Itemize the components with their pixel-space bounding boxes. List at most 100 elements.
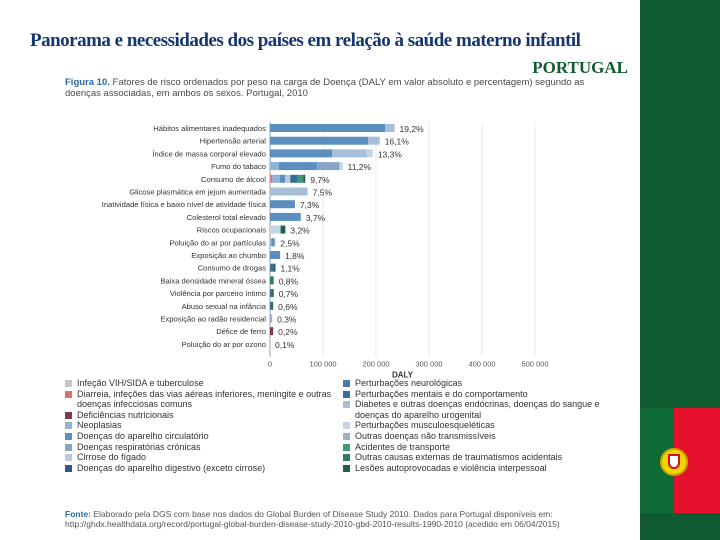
percent-data-label: 13,3%	[378, 149, 403, 159]
legend-swatch	[65, 422, 72, 430]
bar-segment	[280, 225, 286, 234]
legend-swatch	[65, 380, 72, 387]
legend-item: Perturbações mentais e do comportamento	[343, 389, 613, 400]
bar-segment	[270, 327, 274, 336]
percent-data-label: 0,6%	[278, 302, 298, 312]
category-label: Poluição do ar por partículas	[169, 238, 266, 247]
legend-swatch	[65, 432, 72, 440]
legend-label: Perturbações mentais e do comportamento	[355, 388, 528, 399]
legend-swatch	[343, 432, 350, 440]
category-label: Consumo de álcool	[201, 175, 266, 184]
legend-item: Doenças do aparelho circulatório	[65, 431, 335, 442]
category-label: Glicose plasmática em jejum aumentada	[129, 188, 267, 197]
bar-segment	[274, 238, 276, 247]
legend-item: Infeção VIH/SIDA e tuberculose	[65, 378, 335, 389]
legend-item: Perturbações neurológicas	[343, 378, 613, 389]
bar-segment	[272, 301, 274, 310]
x-axis-label: DALY	[392, 371, 414, 378]
legend-swatch	[343, 464, 350, 472]
legend-item: Deficiências nutricionais	[65, 410, 335, 421]
bar-segment	[279, 162, 318, 171]
percent-data-label: 0,8%	[279, 276, 299, 286]
legend-item: Lesões autoprovocadas e violência interp…	[343, 463, 613, 474]
legend-swatch	[343, 422, 350, 430]
bar-segment	[270, 187, 308, 196]
percent-data-label: 7,3%	[300, 200, 320, 210]
legend-item: Diarreia, infeções das vias aéreas infer…	[65, 389, 335, 410]
bar-segment	[270, 314, 273, 323]
x-tick-label: 200 000	[362, 360, 389, 369]
category-label: Hábitos alimentares inadequados	[153, 124, 266, 133]
bar-segment	[339, 162, 343, 171]
figure-label: Figura 10.	[65, 77, 110, 88]
percent-data-label: 0,3%	[277, 315, 297, 325]
legend-swatch	[65, 390, 72, 398]
bar-segment	[270, 289, 273, 298]
legend-item: Doenças do aparelho digestivo (exceto ci…	[65, 463, 335, 474]
legend-right-column: Perturbações neurológicas Perturbações me…	[343, 378, 613, 473]
bar-segment	[270, 263, 274, 272]
bar-segment	[270, 251, 281, 259]
legend-swatch	[343, 443, 350, 451]
percent-data-label: 1,1%	[280, 264, 300, 274]
bar-segment	[302, 174, 304, 183]
category-label: Índice de massa corporal elevado	[152, 149, 266, 158]
source-note: Fonte: Elaborado pela DGS com base nos d…	[65, 509, 615, 529]
category-label: Exposição ao chumbo	[191, 251, 266, 260]
bar-segment	[291, 174, 298, 183]
bar-segment	[273, 263, 276, 272]
percent-data-label: 0,2%	[278, 327, 298, 337]
category-label: Violência por parceiro íntimo	[170, 289, 266, 298]
bar-segment	[385, 124, 395, 132]
bar-segment	[270, 200, 295, 209]
bar-segment	[270, 124, 386, 132]
bar-segment	[368, 136, 380, 145]
bar-segment	[270, 174, 273, 183]
figure-caption-text: Fatores de risco ordenados por peso na c…	[65, 77, 585, 99]
category-label: Abuso sexual na infância	[182, 302, 267, 311]
percent-data-label: 0,7%	[279, 289, 299, 299]
bar-segment	[290, 174, 292, 183]
legend-item: Diabetes e outras doenças endócrinas, do…	[343, 399, 613, 420]
category-label: Fumo do tabaco	[211, 162, 266, 171]
category-label: Exposição ao radão residencial	[160, 315, 266, 324]
portugal-flag-icon	[640, 408, 720, 513]
legend-label: Perturbações neurológicas	[355, 378, 463, 388]
legend-swatch	[65, 443, 72, 451]
bar-segment	[271, 238, 275, 247]
category-label: Hipertensão arterial	[200, 137, 267, 146]
legend-swatch	[65, 464, 72, 472]
legend-label: Cirrose do fígado	[77, 452, 147, 463]
legend-label: Doenças respiratórias crónicas	[77, 441, 201, 452]
legend-swatch	[343, 401, 350, 409]
legend-left-column: Infeção VIH/SIDA e tuberculose Diarreia, …	[65, 378, 335, 473]
bar-segment	[303, 174, 306, 183]
legend-label: Outras doenças não transmissíveis	[355, 430, 496, 441]
bar-segment	[270, 225, 281, 234]
slide-subtitle: PORTUGAL	[532, 58, 628, 77]
legend-item: Outras doenças não transmissíveis	[343, 431, 613, 442]
armillary-sphere-icon	[660, 448, 688, 476]
category-label: Poluição do ar por ozono	[182, 340, 266, 349]
percent-data-label: 2,5%	[280, 238, 300, 248]
percent-data-label: 7,5%	[313, 188, 333, 198]
x-tick-label: 300 000	[415, 360, 442, 369]
bar-segment	[272, 174, 280, 183]
legend-label: Doenças do aparelho digestivo (exceto ci…	[77, 462, 266, 473]
percent-data-label: 3,7%	[306, 213, 326, 223]
legend-label: Acidentes de transporte	[355, 441, 451, 452]
bar-segment	[279, 174, 286, 183]
percent-data-label: 0,1%	[275, 340, 295, 350]
legend-item: Cirrose do fígado	[65, 452, 335, 463]
source-text: Elaborado pela DGS com base nos dados do…	[65, 509, 560, 529]
legend-item: Doenças respiratórias crónicas	[65, 442, 335, 453]
legend-swatch	[343, 390, 350, 398]
legend-label: Diabetes e outras doenças endócrinas, do…	[355, 399, 600, 420]
category-label: Colesterol total elevado	[187, 213, 266, 222]
legend-swatch	[343, 380, 350, 387]
legend-label: Outras causas externas de traumatismos a…	[355, 452, 563, 463]
percent-data-label: 1,8%	[285, 251, 305, 261]
legend-label: Infeção VIH/SIDA e tuberculose	[77, 378, 204, 388]
legend-label: Perturbações musculoesqueléticas	[355, 420, 495, 431]
figure-caption: Figura 10. Fatores de risco ordenados po…	[65, 77, 595, 99]
